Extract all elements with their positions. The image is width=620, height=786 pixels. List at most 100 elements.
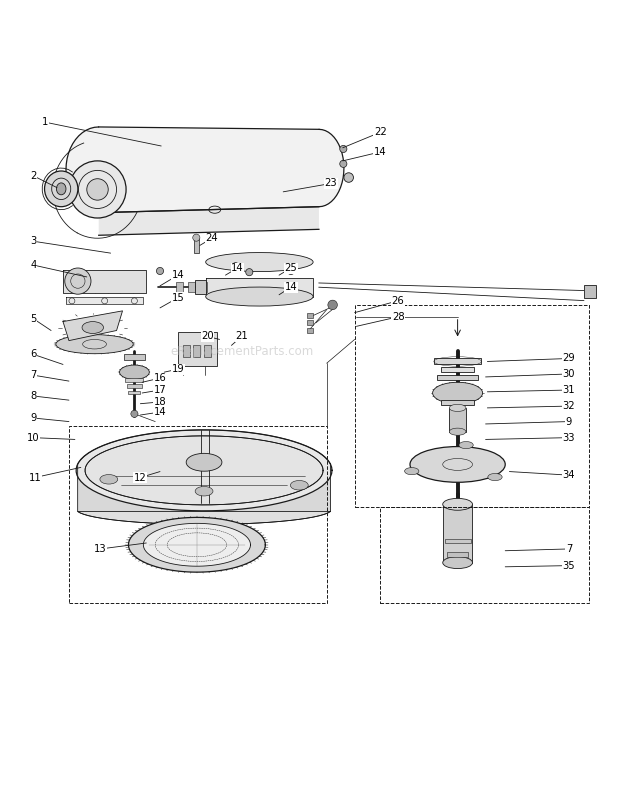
Bar bbox=[125, 378, 143, 382]
Text: 25: 25 bbox=[285, 263, 298, 273]
Polygon shape bbox=[99, 207, 319, 235]
Text: 8: 8 bbox=[30, 391, 37, 401]
Text: 31: 31 bbox=[562, 385, 575, 395]
Ellipse shape bbox=[232, 263, 239, 270]
Text: 34: 34 bbox=[563, 470, 575, 480]
Ellipse shape bbox=[340, 145, 347, 152]
Ellipse shape bbox=[443, 556, 472, 568]
Ellipse shape bbox=[100, 475, 118, 484]
Bar bbox=[307, 321, 313, 325]
Polygon shape bbox=[66, 127, 344, 213]
Polygon shape bbox=[143, 523, 250, 566]
Ellipse shape bbox=[246, 269, 253, 276]
Ellipse shape bbox=[459, 442, 473, 449]
Text: eReplacementParts.com: eReplacementParts.com bbox=[170, 345, 313, 358]
Bar bbox=[200, 282, 207, 292]
Text: 22: 22 bbox=[374, 127, 387, 138]
Ellipse shape bbox=[344, 173, 353, 182]
Ellipse shape bbox=[56, 335, 133, 354]
Polygon shape bbox=[85, 436, 323, 505]
Bar bbox=[584, 285, 596, 298]
Ellipse shape bbox=[288, 267, 294, 274]
Text: 14: 14 bbox=[154, 407, 166, 417]
Bar bbox=[69, 426, 327, 603]
Ellipse shape bbox=[450, 404, 466, 411]
Bar bbox=[441, 400, 474, 405]
Text: 14: 14 bbox=[172, 270, 184, 280]
Text: 9: 9 bbox=[565, 417, 572, 427]
Bar bbox=[204, 345, 211, 358]
Ellipse shape bbox=[193, 234, 200, 241]
Ellipse shape bbox=[340, 160, 347, 167]
Text: 9: 9 bbox=[30, 413, 37, 423]
Bar bbox=[124, 354, 145, 360]
Text: 12: 12 bbox=[134, 472, 147, 483]
Polygon shape bbox=[206, 277, 313, 296]
Bar bbox=[307, 314, 313, 318]
Text: 32: 32 bbox=[562, 401, 575, 411]
Bar bbox=[434, 358, 481, 365]
Bar bbox=[380, 507, 588, 603]
Bar bbox=[183, 345, 190, 358]
Bar bbox=[178, 332, 216, 366]
Bar bbox=[445, 539, 471, 543]
Text: 14: 14 bbox=[231, 263, 244, 273]
Text: 4: 4 bbox=[30, 260, 37, 270]
Polygon shape bbox=[63, 270, 146, 292]
Ellipse shape bbox=[290, 480, 308, 490]
Text: 7: 7 bbox=[565, 544, 572, 554]
Text: 29: 29 bbox=[562, 354, 575, 363]
Ellipse shape bbox=[443, 498, 472, 510]
Bar bbox=[450, 408, 466, 432]
Text: 14: 14 bbox=[285, 282, 297, 292]
Text: 33: 33 bbox=[563, 432, 575, 443]
Polygon shape bbox=[66, 297, 143, 304]
Polygon shape bbox=[128, 517, 265, 572]
Bar bbox=[447, 552, 468, 556]
Text: 1: 1 bbox=[42, 117, 48, 127]
Ellipse shape bbox=[488, 473, 502, 480]
Text: 24: 24 bbox=[205, 233, 218, 243]
Polygon shape bbox=[76, 430, 332, 511]
Ellipse shape bbox=[450, 428, 466, 435]
Text: 35: 35 bbox=[562, 560, 575, 571]
Ellipse shape bbox=[56, 183, 66, 195]
Text: 26: 26 bbox=[392, 296, 404, 306]
Ellipse shape bbox=[45, 171, 78, 207]
Ellipse shape bbox=[410, 446, 505, 483]
Text: 7: 7 bbox=[30, 370, 37, 380]
Ellipse shape bbox=[206, 252, 313, 271]
Text: 18: 18 bbox=[154, 397, 166, 407]
Ellipse shape bbox=[186, 454, 222, 472]
Polygon shape bbox=[78, 430, 330, 524]
Ellipse shape bbox=[120, 365, 149, 380]
Ellipse shape bbox=[156, 267, 164, 274]
Text: 2: 2 bbox=[30, 171, 37, 181]
Bar bbox=[443, 505, 472, 563]
Ellipse shape bbox=[131, 410, 138, 417]
Text: 30: 30 bbox=[563, 369, 575, 379]
Text: 6: 6 bbox=[30, 349, 37, 359]
Bar bbox=[128, 391, 140, 395]
Bar bbox=[307, 328, 313, 333]
Ellipse shape bbox=[405, 468, 419, 475]
Text: 23: 23 bbox=[324, 178, 337, 189]
Bar bbox=[195, 280, 206, 294]
Text: 28: 28 bbox=[392, 312, 404, 321]
Ellipse shape bbox=[433, 382, 482, 404]
Bar bbox=[441, 367, 474, 372]
Polygon shape bbox=[78, 512, 330, 524]
Text: 3: 3 bbox=[30, 237, 37, 246]
Text: 14: 14 bbox=[374, 147, 386, 157]
Text: 5: 5 bbox=[30, 314, 37, 324]
Ellipse shape bbox=[69, 161, 126, 218]
Bar bbox=[127, 384, 141, 388]
Ellipse shape bbox=[82, 321, 104, 333]
Bar bbox=[436, 375, 479, 380]
Ellipse shape bbox=[328, 300, 337, 310]
Text: 13: 13 bbox=[94, 544, 107, 554]
Text: 10: 10 bbox=[27, 432, 40, 443]
Text: 16: 16 bbox=[154, 373, 166, 383]
Bar bbox=[355, 305, 588, 507]
Ellipse shape bbox=[206, 287, 313, 306]
